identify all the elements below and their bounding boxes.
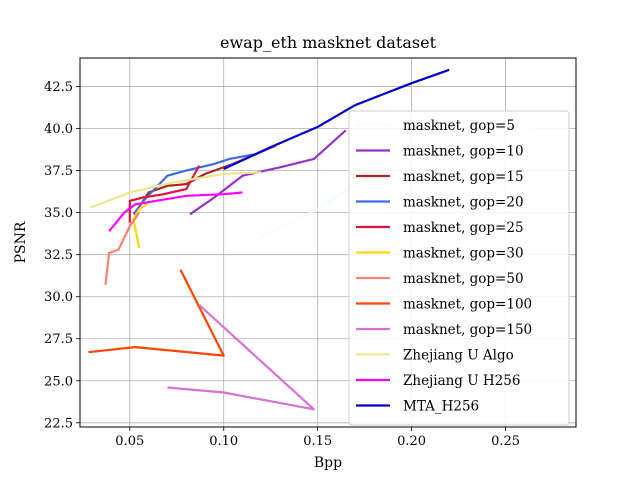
- legend: masknet, gop=5 masknet, gop=10 masknet, go…: [348, 110, 570, 426]
- x-tick-label: 0.05: [115, 434, 144, 449]
- legend-label: Zhejiang U H256: [403, 373, 520, 389]
- legend-label: Zhejiang U Algo: [403, 348, 514, 364]
- legend-label: masknet, gop=30: [403, 246, 524, 262]
- series-line: [223, 68, 450, 170]
- series-line: [104, 212, 141, 286]
- series-line: [189, 129, 347, 216]
- series-line: [132, 201, 150, 249]
- legend-label: masknet, gop=15: [403, 169, 524, 185]
- plot-frame: [79, 57, 577, 428]
- x-tick-label: 0.15: [303, 434, 332, 449]
- series-line: [108, 191, 243, 232]
- legend-label: masknet, gop=5: [403, 118, 515, 134]
- y-tick-label: 27.5: [44, 332, 73, 347]
- x-tick-label: 0.25: [491, 434, 520, 449]
- ticks: 0.05 0.10 0.15 0.20 0.25 22.5 25.0 27.5 30.0 32.5…: [44, 80, 520, 449]
- y-tick-label: 37.5: [44, 164, 73, 179]
- series-line: [128, 165, 201, 223]
- series-line: [89, 171, 262, 209]
- legend-label: MTA_H256: [403, 399, 479, 415]
- series-line: [167, 304, 315, 411]
- x-tick-label: 0.10: [209, 434, 238, 449]
- legend-items: masknet, gop=5 masknet, gop=10 masknet, go…: [356, 118, 532, 415]
- y-tick-label: 35.0: [44, 206, 73, 221]
- y-tick-label: 25.0: [44, 374, 73, 389]
- chart-title: ewap_eth masknet dataset: [220, 33, 437, 52]
- series-line: [132, 152, 258, 215]
- legend-box: [348, 110, 570, 426]
- legend-label: masknet, gop=100: [403, 297, 532, 313]
- x-tick-label: 0.20: [397, 434, 426, 449]
- y-tick-label: 22.5: [44, 416, 73, 431]
- y-tick-label: 32.5: [44, 248, 73, 263]
- series-line: [88, 269, 225, 357]
- legend-label: masknet, gop=50: [403, 271, 524, 287]
- x-axis-title: Bpp: [314, 455, 342, 471]
- legend-label: masknet, gop=150: [403, 322, 532, 338]
- y-tick-label: 30.0: [44, 290, 73, 305]
- legend-label: masknet, gop=25: [403, 220, 524, 236]
- legend-label: masknet, gop=10: [403, 144, 524, 160]
- y-axis-title: PSNR: [13, 221, 29, 263]
- legend-label: masknet, gop=20: [403, 195, 524, 211]
- y-tick-label: 40.0: [44, 122, 73, 137]
- y-tick-label: 42.5: [44, 80, 73, 95]
